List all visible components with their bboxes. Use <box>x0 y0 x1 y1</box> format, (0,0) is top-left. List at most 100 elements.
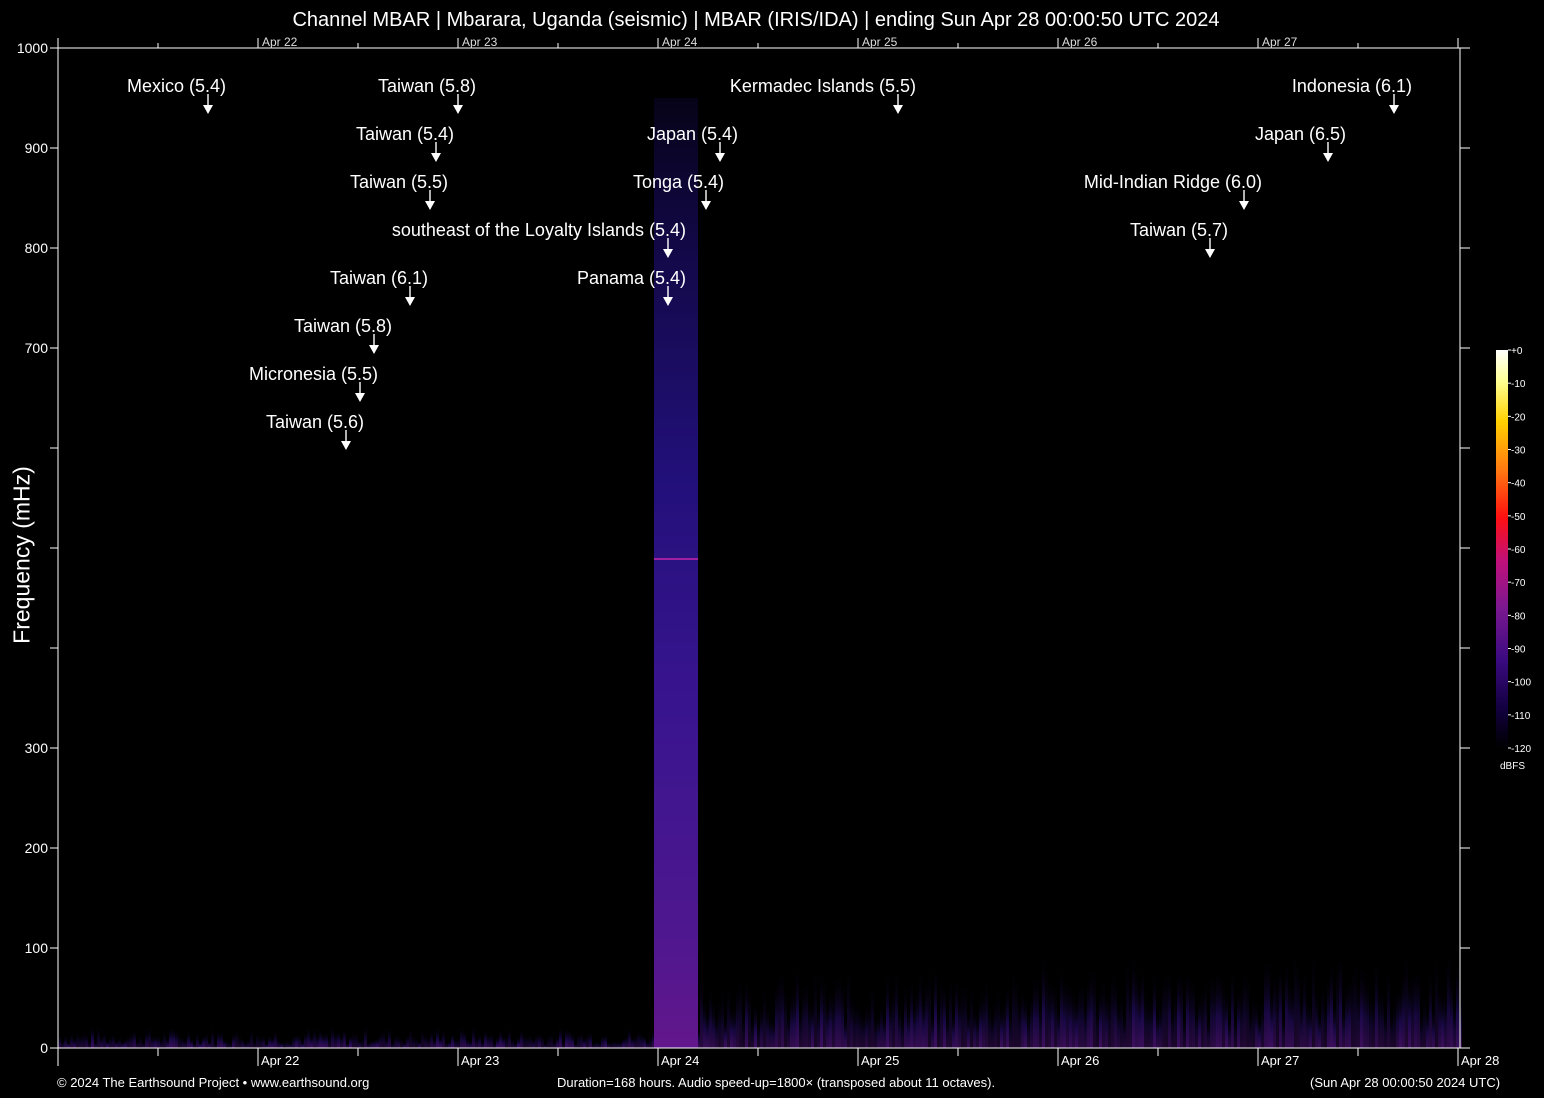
noise-streak <box>289 1042 292 1048</box>
noise-streak <box>1417 964 1420 1048</box>
noise-streak <box>118 1036 121 1048</box>
noise-streak <box>247 1038 250 1048</box>
noise-streak <box>418 1040 421 1048</box>
noise-streak <box>1006 981 1009 1048</box>
noise-streak <box>1012 964 1015 1048</box>
noise-streak <box>1135 965 1138 1048</box>
noise-streak <box>625 1034 628 1048</box>
noise-streak <box>325 1031 328 1048</box>
noise-streak <box>220 1031 223 1048</box>
noise-streak <box>175 1029 178 1048</box>
event-label: Taiwan (5.6) <box>266 412 364 432</box>
x-tick-label: Apr 27 <box>1261 1053 1299 1068</box>
event-label: Japan (5.4) <box>647 124 738 144</box>
noise-streak <box>376 1037 379 1048</box>
noise-streak <box>349 1034 352 1048</box>
noise-streak <box>910 978 913 1048</box>
noise-streak <box>1342 1004 1345 1048</box>
noise-streak <box>1195 1005 1198 1048</box>
noise-streak <box>1456 960 1459 1048</box>
noise-streak <box>1057 1004 1060 1048</box>
noise-streak <box>193 1042 196 1048</box>
noise-streak <box>1270 989 1273 1048</box>
noise-streak <box>457 1037 460 1048</box>
noise-streak <box>292 1035 295 1048</box>
noise-streak <box>1114 974 1117 1048</box>
noise-streak <box>1399 984 1402 1048</box>
noise-streak <box>601 1034 604 1048</box>
noise-streak <box>1426 1006 1429 1048</box>
noise-streak <box>607 1041 610 1048</box>
event-arrow-head <box>701 201 711 210</box>
noise-streak <box>1357 977 1360 1048</box>
noise-streak <box>1153 971 1156 1048</box>
noise-streak <box>1144 988 1147 1048</box>
noise-streak <box>442 1028 445 1048</box>
noise-streak <box>847 963 850 1048</box>
noise-streak <box>649 1035 652 1048</box>
noise-streak <box>652 1028 655 1048</box>
noise-streak <box>985 976 988 1048</box>
noise-streak <box>1126 956 1129 1048</box>
noise-streak <box>1351 963 1354 1048</box>
colorbar-tick-label: -20 <box>1511 412 1526 423</box>
noise-streak <box>991 1011 994 1048</box>
event-arrow-head <box>715 153 725 162</box>
noise-streak <box>754 1001 757 1048</box>
noise-streak <box>1288 976 1291 1048</box>
noise-streak <box>490 1032 493 1048</box>
noise-streak <box>997 985 1000 1048</box>
noise-streak <box>877 1012 880 1048</box>
noise-streak <box>337 1029 340 1048</box>
noise-streak <box>259 1035 262 1048</box>
noise-streak <box>502 1034 505 1048</box>
noise-streak <box>1390 1008 1393 1048</box>
noise-streak <box>928 964 931 1048</box>
energy-band <box>654 98 698 1048</box>
noise-streak <box>160 1038 163 1048</box>
noise-streak <box>1168 966 1171 1048</box>
noise-streak <box>1198 994 1201 1048</box>
noise-streak <box>283 1041 286 1048</box>
event-arrow-head <box>355 393 365 402</box>
noise-streak <box>1375 957 1378 1048</box>
noise-streak <box>1048 976 1051 1048</box>
noise-streak <box>1246 968 1249 1048</box>
noise-streak <box>1438 982 1441 1048</box>
noise-streak <box>223 1038 226 1048</box>
colorbar-tick-label: -110 <box>1511 711 1531 722</box>
noise-streak <box>895 967 898 1048</box>
noise-streak <box>727 983 730 1048</box>
noise-streak <box>1414 965 1417 1048</box>
noise-streak <box>1150 994 1153 1048</box>
noise-streak <box>979 994 982 1048</box>
noise-streak <box>592 1042 595 1048</box>
noise-streak <box>862 1009 865 1048</box>
noise-streak <box>61 1040 64 1048</box>
noise-streak <box>151 1035 154 1048</box>
noise-streak <box>181 1037 184 1048</box>
noise-streak <box>256 1031 259 1048</box>
noise-streak <box>1318 1010 1321 1048</box>
noise-streak <box>1336 952 1339 1048</box>
noise-streak <box>1237 986 1240 1048</box>
noise-streak <box>205 1032 208 1048</box>
noise-streak <box>865 1002 868 1048</box>
noise-streak <box>1123 1012 1126 1048</box>
noise-streak <box>982 987 985 1048</box>
noise-streak <box>565 1027 568 1048</box>
event-annotation: southeast of the Loyalty Islands (5.4) <box>392 220 686 258</box>
noise-streak <box>1213 972 1216 1048</box>
noise-streak <box>499 1029 502 1048</box>
noise-streak <box>301 1040 304 1048</box>
event-arrow-head <box>341 441 351 450</box>
x-tick-label: Apr 23 <box>461 1053 499 1068</box>
y-tick-label: 900 <box>25 140 49 156</box>
noise-streak <box>433 1038 436 1048</box>
noise-streak <box>541 1034 544 1048</box>
noise-streak <box>1285 956 1288 1048</box>
x-tick-label: Apr 24 <box>661 1053 699 1068</box>
noise-streak <box>166 1038 169 1048</box>
noise-streak <box>748 982 751 1048</box>
noise-streak <box>1354 956 1357 1048</box>
